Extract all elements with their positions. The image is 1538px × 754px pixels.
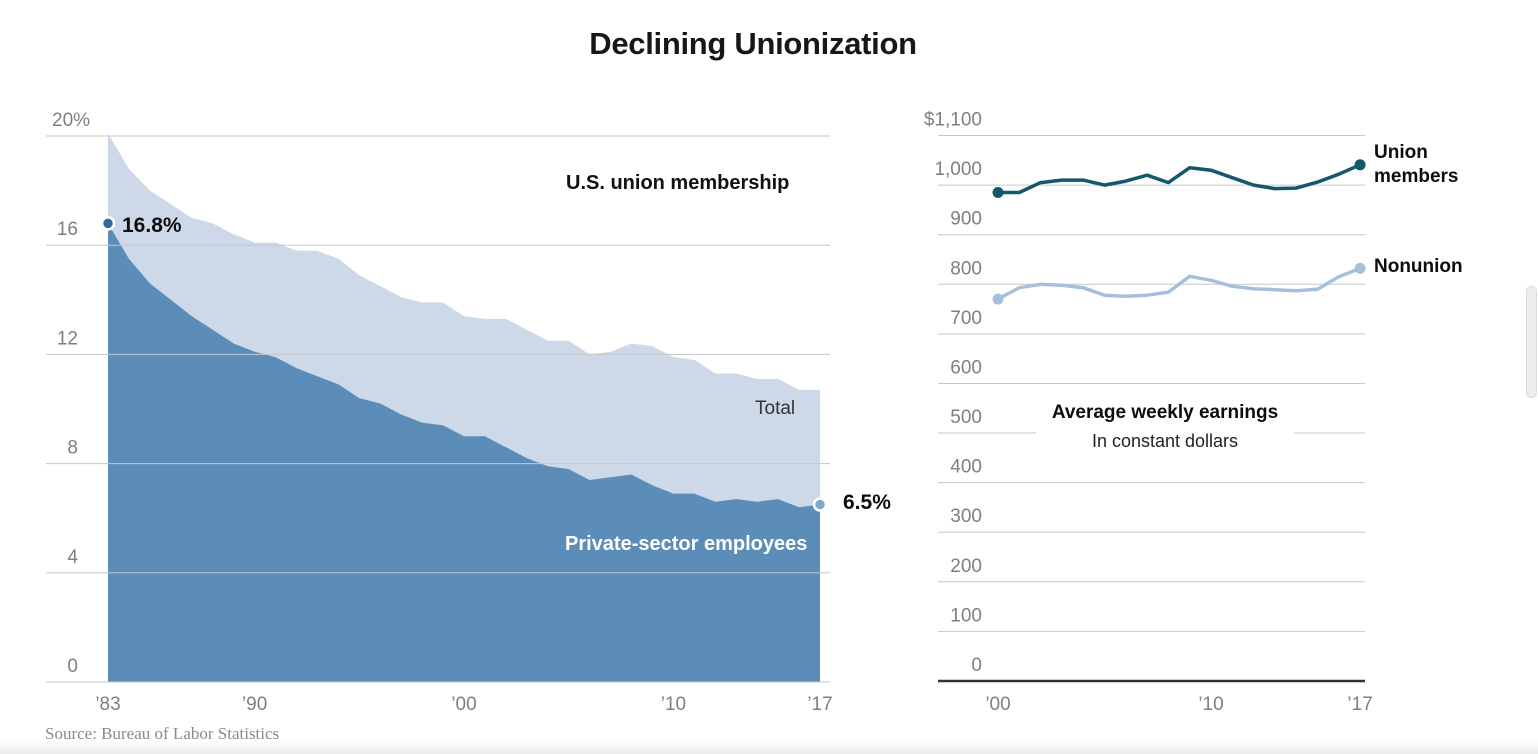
left-y-tick-label: 0 bbox=[67, 656, 78, 677]
left-y-tick-label: 8 bbox=[67, 438, 78, 459]
right-y-tick-label: 100 bbox=[950, 605, 982, 626]
right-y-tick-label: 300 bbox=[950, 506, 982, 527]
left-y-tick-label: 12 bbox=[57, 328, 78, 349]
page-bottom-fade bbox=[0, 740, 1538, 754]
left-y-tick-label: 16 bbox=[57, 219, 78, 240]
right-y-tick-label: 400 bbox=[950, 457, 982, 478]
source-note: Source: Bureau of Labor Statistics bbox=[45, 724, 280, 743]
union-members-line bbox=[996, 163, 1362, 195]
left-x-tick-label: ’00 bbox=[451, 694, 476, 715]
private-sector-area bbox=[108, 223, 820, 682]
nonunion-line-start-dot bbox=[992, 293, 1004, 305]
right-x-tick-label: ’00 bbox=[985, 694, 1010, 715]
nonunion-line-end-dot bbox=[1354, 262, 1366, 274]
left-x-tick-label: ’90 bbox=[242, 694, 267, 715]
right-chart-title-block: Average weekly earnings In constant doll… bbox=[1036, 400, 1294, 456]
union-members-line-end-dot bbox=[1354, 159, 1366, 171]
left-chart-heading: U.S. union membership bbox=[566, 172, 790, 194]
left-y-tick-label: 20% bbox=[52, 110, 90, 131]
right-chart-subtitle: In constant dollars bbox=[1091, 431, 1239, 451]
private-sector-area-label: Private-sector employees bbox=[565, 533, 808, 555]
left-x-tick-label: ’83 bbox=[95, 694, 120, 715]
left-x-tick-label: ’10 bbox=[661, 694, 686, 715]
nonunion-line bbox=[996, 266, 1362, 301]
page-title: Declining Unionization bbox=[589, 26, 917, 61]
right-y-tick-label: 800 bbox=[950, 258, 982, 279]
total-area-label: Total bbox=[755, 398, 796, 419]
right-chart-title: Average weekly earnings bbox=[1051, 402, 1279, 423]
right-y-tick-label: 600 bbox=[950, 358, 982, 379]
right-y-tick-label: 500 bbox=[950, 407, 982, 428]
right-y-tick-label: 1,000 bbox=[934, 159, 982, 180]
union-members-line-start-dot bbox=[992, 187, 1004, 198]
start-value-label: 16.8% bbox=[122, 214, 182, 237]
vertical-scrollbar-thumb[interactable] bbox=[1526, 286, 1537, 398]
right-y-tick-label: $1,100 bbox=[924, 110, 982, 131]
end-dot bbox=[812, 497, 828, 512]
start-dot bbox=[100, 216, 116, 231]
right-y-tick-label: 0 bbox=[971, 655, 982, 676]
right-y-tick-label: 200 bbox=[950, 556, 982, 577]
left-x-tick-label: ’17 bbox=[807, 694, 832, 715]
right-x-tick-label: ’17 bbox=[1347, 694, 1372, 715]
right-y-tick-label: 900 bbox=[950, 209, 982, 230]
union-members-line-label: Union members bbox=[1374, 142, 1459, 187]
left-y-tick-label: 4 bbox=[67, 547, 78, 568]
nonunion-line-label: Nonunion bbox=[1374, 256, 1463, 277]
right-x-tick-label: ’10 bbox=[1198, 694, 1223, 715]
right-y-tick-label: 700 bbox=[950, 308, 982, 329]
end-value-label: 6.5% bbox=[843, 491, 891, 514]
